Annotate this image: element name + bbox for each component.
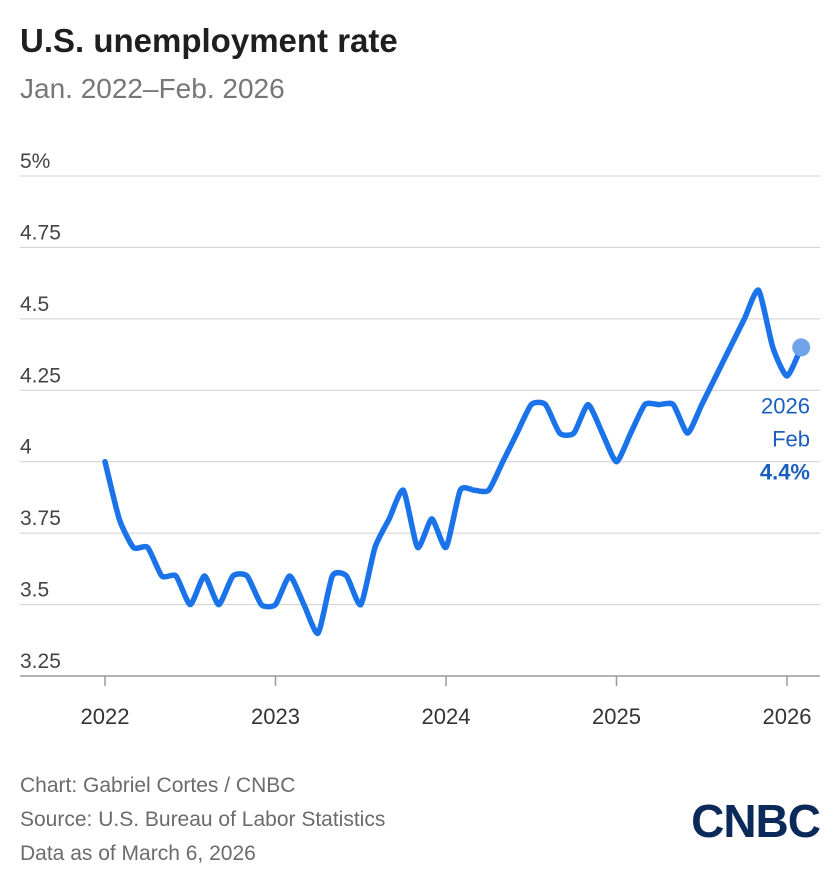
chart-source: Source: U.S. Bureau of Labor Statistics <box>20 808 386 831</box>
x-tick-label: 2025 <box>592 704 641 729</box>
line-chart: 3.25 3.5 3.75 4 4.25 4.5 4.75 5% 2022 2023 2024 202… <box>20 150 820 729</box>
annotation-year: 2026 <box>761 393 810 418</box>
end-point-marker <box>792 338 811 357</box>
y-tick-label: 3.5 <box>20 579 49 602</box>
x-tick-label: 2024 <box>422 704 471 729</box>
y-tick-label: 3.75 <box>20 507 61 530</box>
y-tick-label: 5% <box>20 150 50 173</box>
y-tick-label: 4.75 <box>20 221 61 244</box>
x-tick-label: 2023 <box>251 704 300 729</box>
y-tick-label: 3.25 <box>20 650 61 673</box>
y-tick-label: 4.5 <box>20 293 49 316</box>
series-line <box>102 287 804 636</box>
chart-title: U.S. unemployment rate <box>20 22 398 59</box>
y-tick-label: 4.25 <box>20 364 61 387</box>
chart-subtitle: Jan. 2022–Feb. 2026 <box>20 73 285 104</box>
chart-date: Data as of March 6, 2026 <box>20 842 256 865</box>
y-tick-label: 4 <box>20 436 32 459</box>
x-tick-label: 2026 <box>763 704 812 729</box>
x-tick-label: 2022 <box>81 704 130 729</box>
annotation-month: Feb <box>772 426 810 451</box>
cnbc-logo: CNBC <box>691 795 821 847</box>
annotation-value: 4.4% <box>760 459 810 484</box>
chart-credit: Chart: Gabriel Cortes / CNBC <box>20 774 296 797</box>
